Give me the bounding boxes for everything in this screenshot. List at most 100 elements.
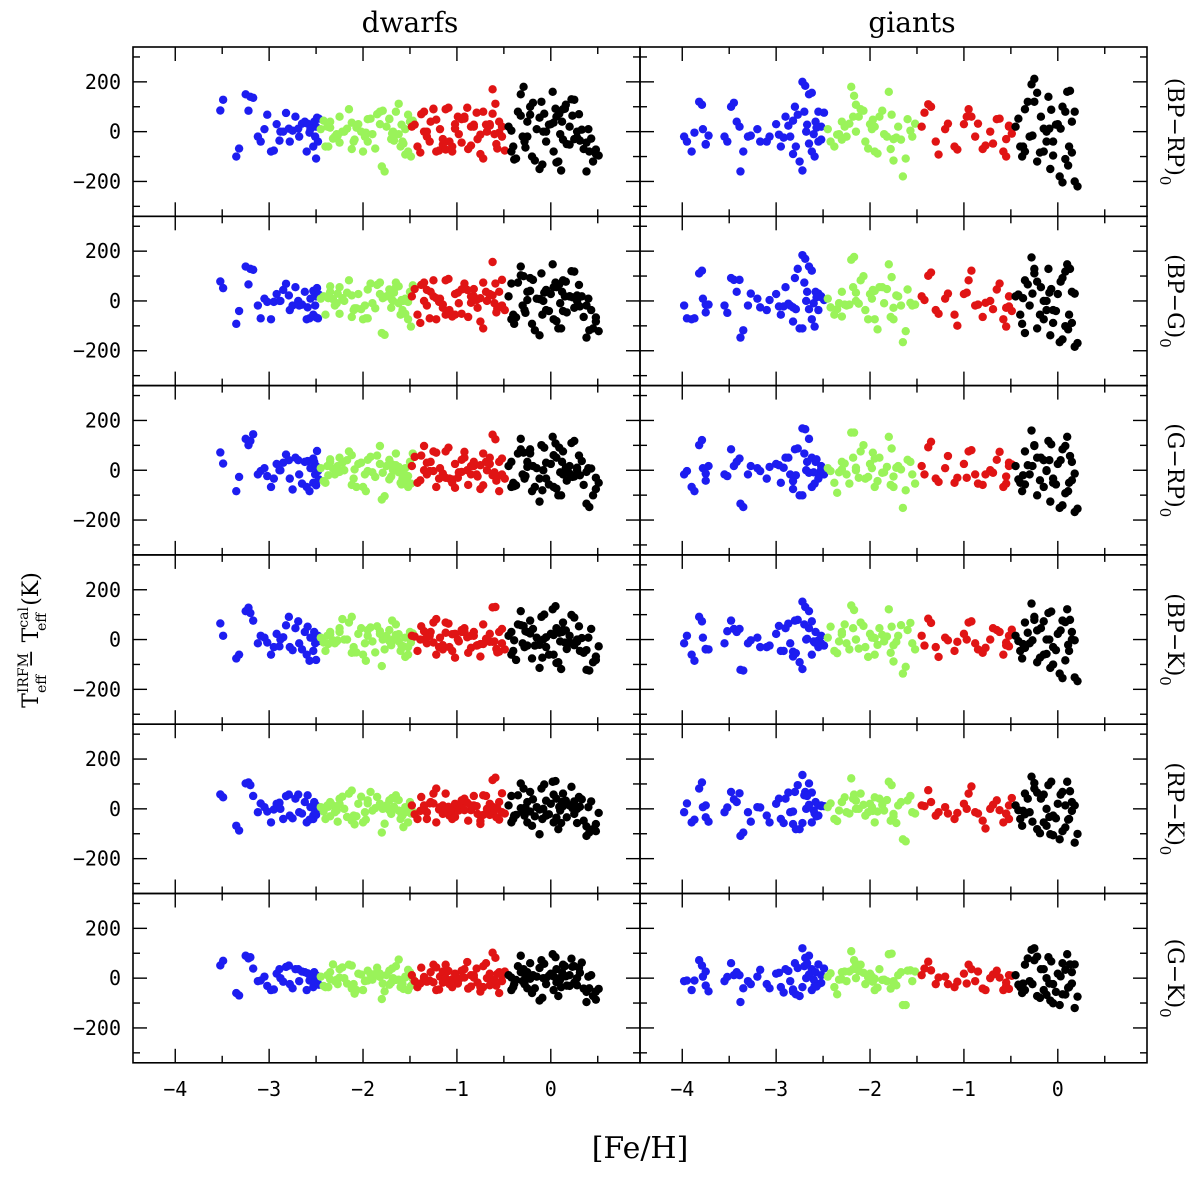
data-point: [410, 284, 419, 294]
data-point: [1032, 453, 1042, 462]
data-point: [1067, 318, 1077, 328]
data-point: [528, 624, 538, 634]
data-point: [973, 967, 983, 976]
data-point: [324, 471, 333, 480]
panel-giants-row-5: −4 −3 −2 −1 0: [639, 892, 1148, 1101]
data-point: [450, 310, 460, 319]
data-point: [1053, 289, 1063, 299]
data-point: [962, 979, 971, 988]
data-point: [788, 317, 798, 326]
series-red: [917, 266, 1016, 331]
data-point: [978, 312, 987, 322]
data-point: [1030, 74, 1039, 84]
data-point: [494, 287, 504, 296]
data-point: [565, 631, 574, 640]
data-point: [812, 639, 821, 648]
data-point: [863, 652, 873, 662]
data-point: [520, 474, 529, 483]
data-point: [988, 139, 998, 148]
data-point: [218, 956, 228, 966]
data-point: [873, 983, 882, 992]
data-point: [594, 642, 603, 651]
data-point: [953, 145, 962, 154]
data-point: [926, 102, 936, 111]
data-point: [540, 109, 549, 118]
data-point: [1046, 331, 1055, 340]
data-point: [973, 809, 983, 818]
data-point: [450, 973, 460, 983]
data-point: [753, 972, 762, 981]
data-point: [541, 642, 551, 652]
data-point: [413, 310, 422, 319]
data-point: [454, 637, 463, 646]
data-point: [896, 465, 906, 474]
data-point: [497, 454, 507, 463]
series-green: [823, 601, 920, 678]
data-point: [281, 108, 291, 118]
data-point: [530, 984, 540, 993]
data-point: [898, 172, 908, 181]
data-point: [800, 278, 809, 287]
data-point: [403, 818, 413, 827]
data-point: [507, 818, 516, 827]
data-point: [321, 478, 330, 487]
data-point: [584, 633, 593, 642]
data-point: [363, 976, 372, 985]
data-point: [851, 959, 861, 969]
x-tick-label: −1: [445, 1077, 469, 1101]
data-point: [1056, 456, 1065, 465]
data-point: [285, 137, 294, 146]
data-point: [476, 317, 485, 326]
data-point: [896, 301, 906, 310]
data-point: [898, 337, 908, 347]
data-point: [964, 276, 973, 285]
data-point: [781, 283, 790, 292]
data-point: [216, 277, 225, 286]
data-point: [1067, 457, 1077, 467]
data-point: [567, 782, 576, 792]
data-point: [422, 285, 432, 295]
data-point: [1065, 86, 1075, 96]
data-point: [294, 790, 303, 799]
data-point: [444, 274, 453, 284]
data-point: [284, 456, 294, 465]
data-point: [851, 463, 861, 472]
data-point: [473, 472, 482, 481]
data-point: [776, 478, 786, 487]
data-point: [739, 326, 748, 335]
data-point: [884, 87, 894, 97]
data-point: [867, 802, 877, 812]
data-point: [849, 428, 859, 437]
data-point: [347, 480, 356, 490]
data-point: [1023, 794, 1032, 803]
data-point: [260, 463, 269, 473]
data-point: [908, 976, 917, 986]
data-point: [995, 973, 1004, 982]
x-tick-label: 0: [1052, 1077, 1064, 1101]
data-point: [507, 627, 516, 637]
series-red: [917, 100, 1016, 161]
data-point: [594, 478, 603, 487]
data-point: [1039, 147, 1048, 156]
panel-giants-row-4: [639, 723, 1148, 895]
data-point: [397, 810, 406, 819]
data-point: [463, 816, 473, 825]
data-point: [1030, 97, 1039, 106]
data-point: [438, 134, 448, 144]
data-point: [701, 308, 710, 317]
data-point: [586, 624, 596, 634]
data-point: [444, 103, 453, 112]
panel-giants-row-0: [639, 46, 1148, 218]
data-point: [889, 315, 898, 324]
data-point: [854, 299, 863, 308]
data-point: [325, 455, 335, 464]
data-point: [256, 314, 265, 323]
data-point: [704, 131, 713, 140]
data-point: [720, 301, 729, 310]
data-point: [401, 633, 410, 642]
data-point: [920, 295, 929, 305]
data-point: [1027, 772, 1036, 781]
data-point: [1042, 137, 1051, 146]
data-point: [335, 467, 344, 477]
data-point: [1048, 660, 1058, 669]
